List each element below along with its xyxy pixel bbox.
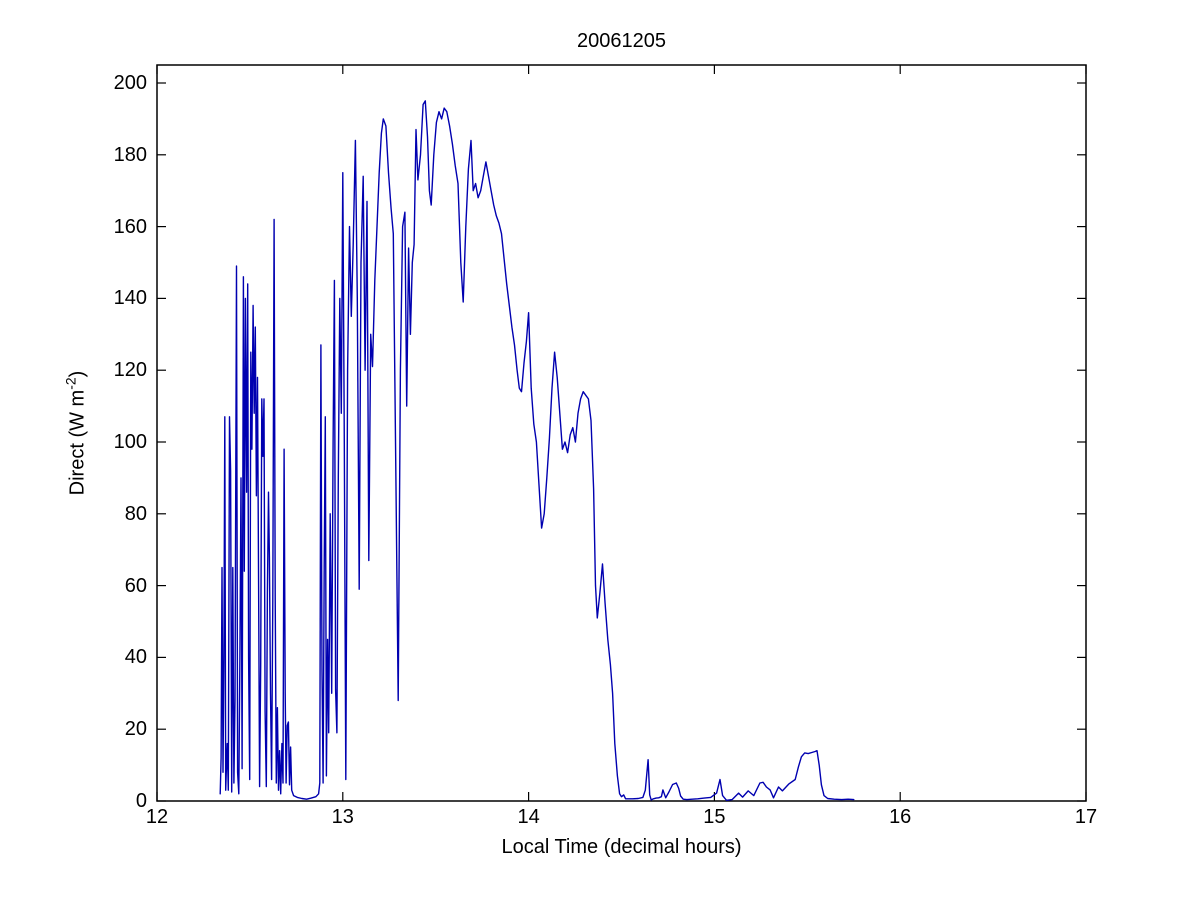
y-tick-label: 80 [124, 502, 147, 525]
y-axis-label-superscript: -2 [62, 377, 79, 390]
y-tick-label: 180 [113, 143, 147, 166]
x-tick-label: 16 [889, 806, 912, 828]
x-tick-label: 15 [703, 806, 726, 828]
y-tick-label: 120 [113, 359, 147, 382]
x-tick-label: 17 [1074, 806, 1098, 828]
y-tick-label: 0 [135, 790, 147, 812]
x-tick-label: 13 [331, 806, 354, 828]
y-axis-label: Direct (W m-2) [63, 371, 90, 496]
axes-box [156, 64, 1087, 802]
y-tick-label: 40 [124, 646, 147, 669]
y-tick-label: 100 [113, 431, 147, 453]
x-tick-label: 14 [517, 806, 540, 828]
y-axis-label-main: Direct (W m [66, 389, 89, 496]
y-tick-label: 160 [113, 215, 147, 238]
y-tick-label: 140 [113, 287, 147, 310]
x-axis-label: Local Time (decimal hours) [501, 836, 742, 858]
y-tick-label: 20 [124, 718, 147, 741]
y-tick-label: 200 [113, 72, 147, 94]
y-tick-label: 60 [124, 574, 147, 597]
x-tick-label: 12 [145, 806, 169, 828]
y-axis-label-close: ) [66, 370, 89, 378]
chart-title: 20061205 [577, 30, 666, 52]
series-line-direct [219, 100, 855, 801]
